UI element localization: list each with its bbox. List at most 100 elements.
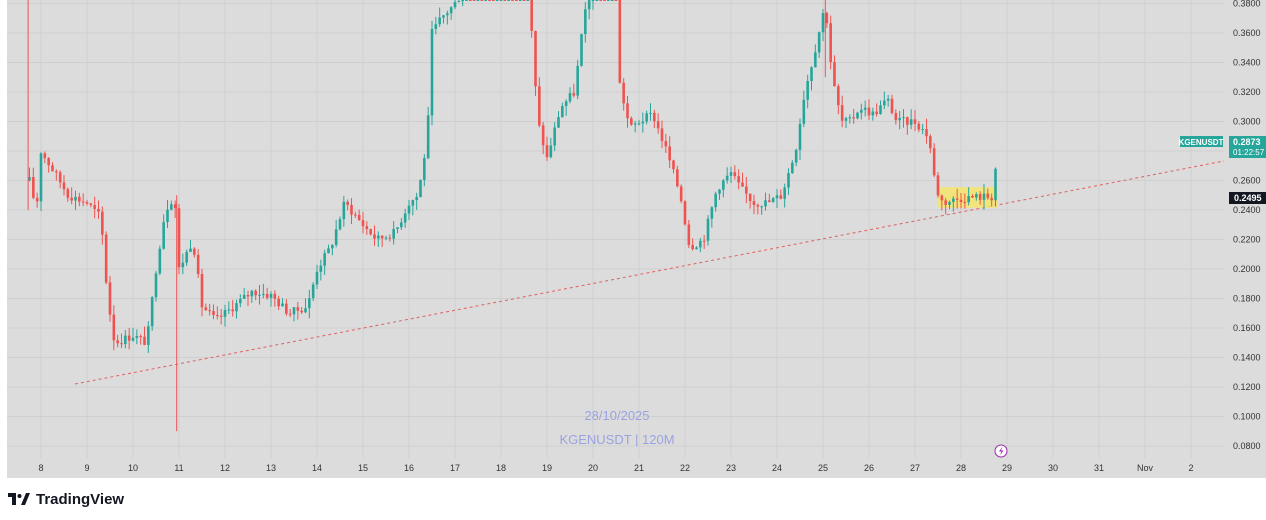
candle[interactable] bbox=[127, 327, 131, 350]
candle[interactable] bbox=[779, 189, 783, 200]
candle[interactable] bbox=[139, 334, 142, 345]
candle[interactable] bbox=[131, 327, 135, 342]
candle[interactable] bbox=[699, 237, 702, 253]
candle[interactable] bbox=[553, 122, 556, 152]
candle[interactable] bbox=[499, 0, 503, 1]
candle[interactable] bbox=[683, 200, 687, 226]
candle[interactable] bbox=[311, 282, 315, 302]
candle[interactable] bbox=[135, 329, 139, 345]
candle[interactable] bbox=[250, 289, 254, 303]
candle[interactable] bbox=[990, 193, 993, 207]
price-axis-background[interactable] bbox=[1224, 0, 1266, 458]
candle[interactable] bbox=[319, 259, 323, 281]
candle[interactable] bbox=[802, 90, 806, 128]
candle[interactable] bbox=[277, 295, 280, 311]
candle[interactable] bbox=[852, 108, 855, 124]
candle[interactable] bbox=[860, 103, 863, 120]
candle[interactable] bbox=[55, 169, 58, 181]
candle[interactable] bbox=[273, 290, 277, 307]
candle[interactable] bbox=[664, 133, 668, 154]
candle[interactable] bbox=[921, 123, 924, 135]
candle[interactable] bbox=[760, 205, 763, 215]
candle[interactable] bbox=[162, 214, 165, 250]
candle[interactable] bbox=[848, 114, 852, 124]
candle[interactable] bbox=[304, 298, 307, 314]
candle[interactable] bbox=[530, 0, 533, 38]
candle[interactable] bbox=[653, 109, 656, 128]
candle[interactable] bbox=[668, 136, 671, 169]
candle[interactable] bbox=[173, 200, 177, 219]
candle[interactable] bbox=[323, 249, 326, 275]
candle[interactable] bbox=[365, 221, 369, 235]
candle[interactable] bbox=[595, 0, 599, 1]
candle[interactable] bbox=[449, 6, 453, 20]
candle[interactable] bbox=[47, 156, 50, 173]
candle[interactable] bbox=[714, 191, 717, 212]
candle[interactable] bbox=[147, 321, 150, 353]
candle[interactable] bbox=[710, 206, 714, 228]
candle[interactable] bbox=[373, 225, 376, 246]
candle[interactable] bbox=[430, 20, 434, 126]
candle[interactable] bbox=[825, 11, 829, 29]
candle[interactable] bbox=[967, 187, 970, 206]
candle[interactable] bbox=[940, 194, 944, 211]
candle[interactable] bbox=[618, 0, 622, 84]
brand-name[interactable]: TradingView bbox=[36, 490, 125, 508]
candle[interactable] bbox=[392, 221, 395, 245]
candle[interactable] bbox=[331, 244, 334, 256]
candle[interactable] bbox=[334, 219, 338, 248]
candle[interactable] bbox=[262, 283, 265, 299]
candle[interactable] bbox=[794, 148, 798, 167]
candle[interactable] bbox=[787, 168, 790, 195]
candle[interactable] bbox=[771, 197, 775, 203]
candle[interactable] bbox=[737, 169, 740, 190]
candle[interactable] bbox=[35, 192, 39, 208]
candle[interactable] bbox=[78, 192, 81, 207]
candle[interactable] bbox=[978, 191, 982, 205]
candle[interactable] bbox=[242, 288, 246, 299]
candle[interactable] bbox=[158, 245, 162, 276]
candle[interactable] bbox=[902, 109, 905, 128]
candle[interactable] bbox=[469, 0, 472, 1]
candle[interactable] bbox=[154, 271, 158, 302]
candle[interactable] bbox=[472, 0, 476, 1]
candle[interactable] bbox=[239, 294, 242, 308]
candle[interactable] bbox=[32, 167, 35, 200]
candle[interactable] bbox=[503, 0, 507, 1]
candle[interactable] bbox=[396, 227, 399, 234]
candle[interactable] bbox=[798, 118, 802, 160]
candle[interactable] bbox=[300, 307, 303, 315]
candle[interactable] bbox=[875, 103, 878, 117]
candle[interactable] bbox=[434, 16, 438, 35]
candle[interactable] bbox=[626, 95, 629, 128]
candle[interactable] bbox=[480, 0, 484, 1]
candle[interactable] bbox=[384, 235, 388, 241]
candle[interactable] bbox=[212, 304, 215, 320]
candle[interactable] bbox=[660, 120, 664, 149]
candle[interactable] bbox=[844, 116, 848, 129]
candle[interactable] bbox=[216, 306, 219, 320]
candle[interactable] bbox=[791, 160, 794, 174]
candle[interactable] bbox=[687, 219, 691, 248]
candle[interactable] bbox=[74, 190, 77, 210]
candle[interactable] bbox=[833, 55, 836, 87]
candle[interactable] bbox=[411, 199, 415, 216]
candle[interactable] bbox=[580, 33, 583, 67]
candle[interactable] bbox=[867, 99, 871, 121]
candle[interactable] bbox=[380, 235, 384, 247]
candle[interactable] bbox=[775, 188, 779, 208]
candle[interactable] bbox=[610, 0, 614, 1]
candle[interactable] bbox=[564, 99, 568, 116]
candle[interactable] bbox=[453, 0, 457, 10]
candle[interactable] bbox=[633, 120, 637, 133]
candle[interactable] bbox=[204, 303, 208, 311]
candle[interactable] bbox=[752, 194, 756, 214]
candle[interactable] bbox=[909, 109, 913, 130]
candle[interactable] bbox=[388, 234, 392, 242]
candle[interactable] bbox=[315, 264, 319, 290]
candle[interactable] bbox=[641, 112, 645, 133]
candle[interactable] bbox=[403, 208, 407, 228]
candle[interactable] bbox=[971, 194, 974, 199]
candle[interactable] bbox=[476, 0, 480, 1]
candle[interactable] bbox=[89, 202, 93, 208]
